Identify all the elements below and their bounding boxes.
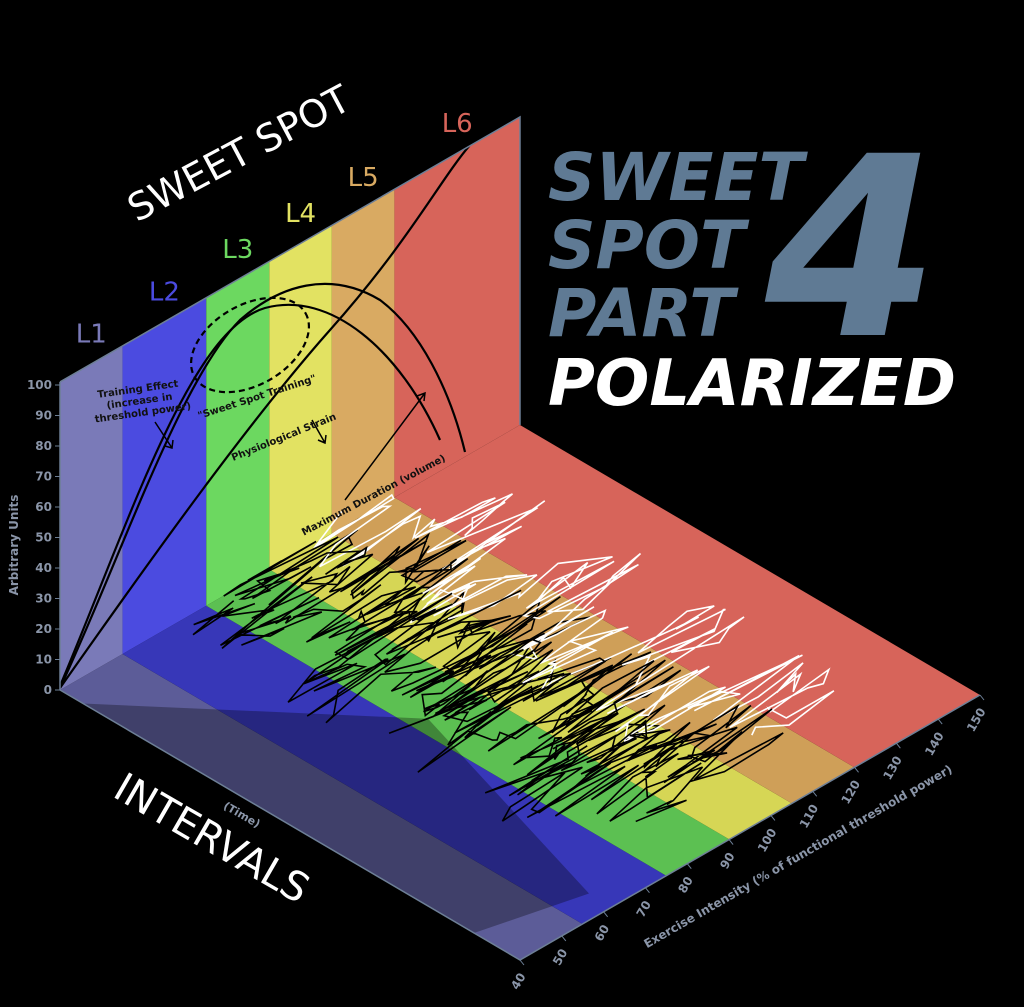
time-series — [192, 493, 835, 823]
y-tick-label: 0 — [44, 683, 52, 697]
arrow — [311, 419, 327, 445]
y-tick-label: 20 — [35, 622, 52, 636]
sweet-spot-ellipse — [189, 296, 311, 394]
back-wall — [60, 116, 520, 690]
wall-zone — [394, 116, 520, 498]
zone-label: L4 — [285, 199, 316, 229]
x-tick — [979, 694, 985, 701]
floor-zone — [394, 425, 980, 768]
wall-zone — [60, 345, 123, 690]
y-tick-label: 90 — [35, 409, 52, 423]
time-trace — [192, 576, 704, 823]
x-tick — [854, 766, 859, 773]
floor-zone — [206, 569, 730, 876]
x-tick — [686, 863, 692, 869]
x-tick — [519, 959, 525, 966]
subtitle: POLARIZED — [548, 347, 956, 421]
zone-label: L5 — [348, 163, 379, 193]
y-tick-label: 40 — [35, 561, 52, 575]
x-tick — [728, 839, 734, 845]
y-axis-label: Arbitrary Units — [7, 495, 21, 596]
wall-zone — [331, 189, 395, 534]
title-line: SPOT — [548, 207, 750, 284]
y-tick-label: 10 — [35, 653, 52, 667]
y-tick-label: 100 — [27, 378, 52, 392]
zone-label: L6 — [442, 109, 473, 139]
x-tick — [812, 791, 818, 797]
y-tick-label: 60 — [35, 500, 52, 514]
floor-shadow — [83, 703, 589, 933]
x-tick — [770, 815, 776, 821]
title: SWEET SPOT PART 4 POLARIZED — [548, 103, 956, 421]
training-effect-curve — [59, 144, 471, 689]
floor-zone — [60, 653, 583, 960]
x-tick — [895, 742, 901, 749]
edge — [59, 115, 521, 425]
wall-zone — [269, 225, 332, 570]
title-number: 4 — [764, 103, 939, 394]
zone-label: L3 — [222, 235, 253, 265]
x-tick — [937, 718, 943, 725]
zone-label: L2 — [149, 277, 180, 307]
y-tick-label: 70 — [35, 470, 52, 484]
arrow — [154, 421, 174, 449]
x-tick — [645, 887, 650, 894]
strain-curve — [59, 282, 467, 689]
arrow — [344, 391, 426, 501]
time-trace — [313, 493, 835, 744]
y-tick-label: 30 — [35, 592, 52, 606]
duration-curve — [58, 303, 442, 687]
y-tick-label: 80 — [35, 439, 52, 453]
time-trace — [223, 532, 773, 784]
title-line: PART — [548, 275, 739, 352]
x-tick — [603, 911, 609, 918]
y-tick-label: 50 — [35, 531, 52, 545]
x-tick — [561, 935, 567, 942]
wall-zone — [206, 261, 270, 606]
floor-zone — [122, 605, 667, 924]
title-line: SWEET — [548, 139, 809, 216]
edge — [59, 381, 981, 961]
curves — [58, 144, 471, 689]
wall-zone — [122, 297, 207, 654]
zone-label: L1 — [76, 320, 107, 350]
